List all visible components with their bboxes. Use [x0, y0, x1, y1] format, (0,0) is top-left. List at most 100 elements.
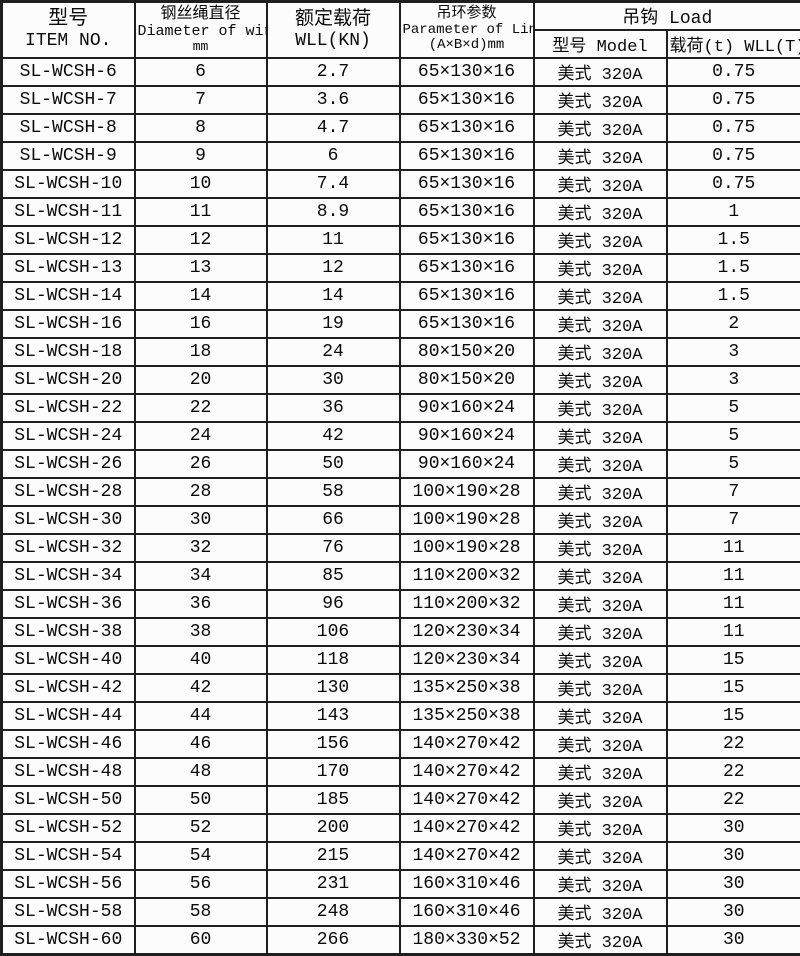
cell-hook-model: 美式 320A — [534, 646, 667, 674]
cell-item-no: SL-WCSH-12 — [2, 226, 135, 254]
header-link-params-en: Parameter of Link — [403, 23, 531, 38]
cell-diameter: 6 — [135, 58, 267, 86]
cell-wll-kn: 156 — [267, 730, 400, 758]
cell-item-no: SL-WCSH-10 — [2, 170, 135, 198]
cell-item-no: SL-WCSH-50 — [2, 786, 135, 814]
cell-diameter: 54 — [135, 842, 267, 870]
cell-link-params: 140×270×42 — [400, 730, 534, 758]
cell-hook-load: 1 — [667, 198, 800, 226]
cell-link-params: 140×270×42 — [400, 814, 534, 842]
cell-link-params: 160×310×46 — [400, 898, 534, 926]
cell-wll-kn: 19 — [267, 310, 400, 338]
cell-hook-load: 1.5 — [667, 282, 800, 310]
cell-item-no: SL-WCSH-8 — [2, 114, 135, 142]
cell-hook-model: 美式 320A — [534, 58, 667, 86]
cell-wll-kn: 85 — [267, 562, 400, 590]
header-hook-model: 型号 Model — [534, 30, 667, 58]
cell-link-params: 135×250×38 — [400, 674, 534, 702]
cell-wll-kn: 170 — [267, 758, 400, 786]
cell-wll-kn: 200 — [267, 814, 400, 842]
cell-link-params: 120×230×34 — [400, 618, 534, 646]
cell-item-no: SL-WCSH-20 — [2, 366, 135, 394]
cell-item-no: SL-WCSH-9 — [2, 142, 135, 170]
cell-diameter: 13 — [135, 254, 267, 282]
cell-hook-load: 15 — [667, 646, 800, 674]
cell-diameter: 8 — [135, 114, 267, 142]
header-diameter-en: Diameter of wire — [138, 24, 264, 41]
header-wll: 额定载荷 WLL(KN) — [267, 2, 400, 59]
cell-item-no: SL-WCSH-7 — [2, 86, 135, 114]
cell-diameter: 9 — [135, 142, 267, 170]
cell-link-params: 100×190×28 — [400, 506, 534, 534]
cell-diameter: 38 — [135, 618, 267, 646]
cell-wll-kn: 42 — [267, 422, 400, 450]
cell-wll-kn: 58 — [267, 478, 400, 506]
cell-hook-model: 美式 320A — [534, 478, 667, 506]
cell-link-params: 140×270×42 — [400, 758, 534, 786]
cell-wll-kn: 36 — [267, 394, 400, 422]
cell-wll-kn: 50 — [267, 450, 400, 478]
cell-wll-kn: 8.9 — [267, 198, 400, 226]
header-hook-group: 吊钩 Load — [534, 2, 800, 31]
cell-hook-load: 11 — [667, 590, 800, 618]
cell-hook-model: 美式 320A — [534, 590, 667, 618]
cell-link-params: 160×310×46 — [400, 870, 534, 898]
cell-item-no: SL-WCSH-34 — [2, 562, 135, 590]
cell-hook-model: 美式 320A — [534, 226, 667, 254]
cell-hook-model: 美式 320A — [534, 394, 667, 422]
cell-hook-load: 15 — [667, 702, 800, 730]
cell-hook-model: 美式 320A — [534, 450, 667, 478]
cell-item-no: SL-WCSH-11 — [2, 198, 135, 226]
cell-hook-model: 美式 320A — [534, 198, 667, 226]
cell-link-params: 110×200×32 — [400, 590, 534, 618]
cell-item-no: SL-WCSH-24 — [2, 422, 135, 450]
cell-hook-load: 3 — [667, 338, 800, 366]
cell-wll-kn: 76 — [267, 534, 400, 562]
cell-hook-model: 美式 320A — [534, 618, 667, 646]
cell-hook-model: 美式 320A — [534, 758, 667, 786]
cell-hook-model: 美式 320A — [534, 702, 667, 730]
cell-diameter: 10 — [135, 170, 267, 198]
cell-hook-model: 美式 320A — [534, 86, 667, 114]
cell-item-no: SL-WCSH-22 — [2, 394, 135, 422]
cell-diameter: 34 — [135, 562, 267, 590]
cell-diameter: 24 — [135, 422, 267, 450]
cell-link-params: 135×250×38 — [400, 702, 534, 730]
cell-hook-load: 5 — [667, 394, 800, 422]
cell-item-no: SL-WCSH-60 — [2, 926, 135, 955]
cell-wll-kn: 24 — [267, 338, 400, 366]
cell-wll-kn: 130 — [267, 674, 400, 702]
cell-hook-model: 美式 320A — [534, 142, 667, 170]
cell-hook-load: 30 — [667, 870, 800, 898]
cell-hook-load: 5 — [667, 450, 800, 478]
cell-diameter: 48 — [135, 758, 267, 786]
cell-hook-load: 0.75 — [667, 142, 800, 170]
cell-hook-load: 11 — [667, 562, 800, 590]
cell-wll-kn: 185 — [267, 786, 400, 814]
cell-wll-kn: 215 — [267, 842, 400, 870]
cell-diameter: 36 — [135, 590, 267, 618]
header-link-params-unit: (A×B×d)mm — [403, 38, 531, 53]
cell-hook-model: 美式 320A — [534, 870, 667, 898]
cell-wll-kn: 143 — [267, 702, 400, 730]
cell-item-no: SL-WCSH-14 — [2, 282, 135, 310]
cell-item-no: SL-WCSH-6 — [2, 58, 135, 86]
cell-item-no: SL-WCSH-42 — [2, 674, 135, 702]
cell-hook-load: 30 — [667, 926, 800, 955]
cell-link-params: 65×130×16 — [400, 58, 534, 86]
cell-link-params: 80×150×20 — [400, 338, 534, 366]
cell-hook-model: 美式 320A — [534, 338, 667, 366]
cell-hook-model: 美式 320A — [534, 506, 667, 534]
